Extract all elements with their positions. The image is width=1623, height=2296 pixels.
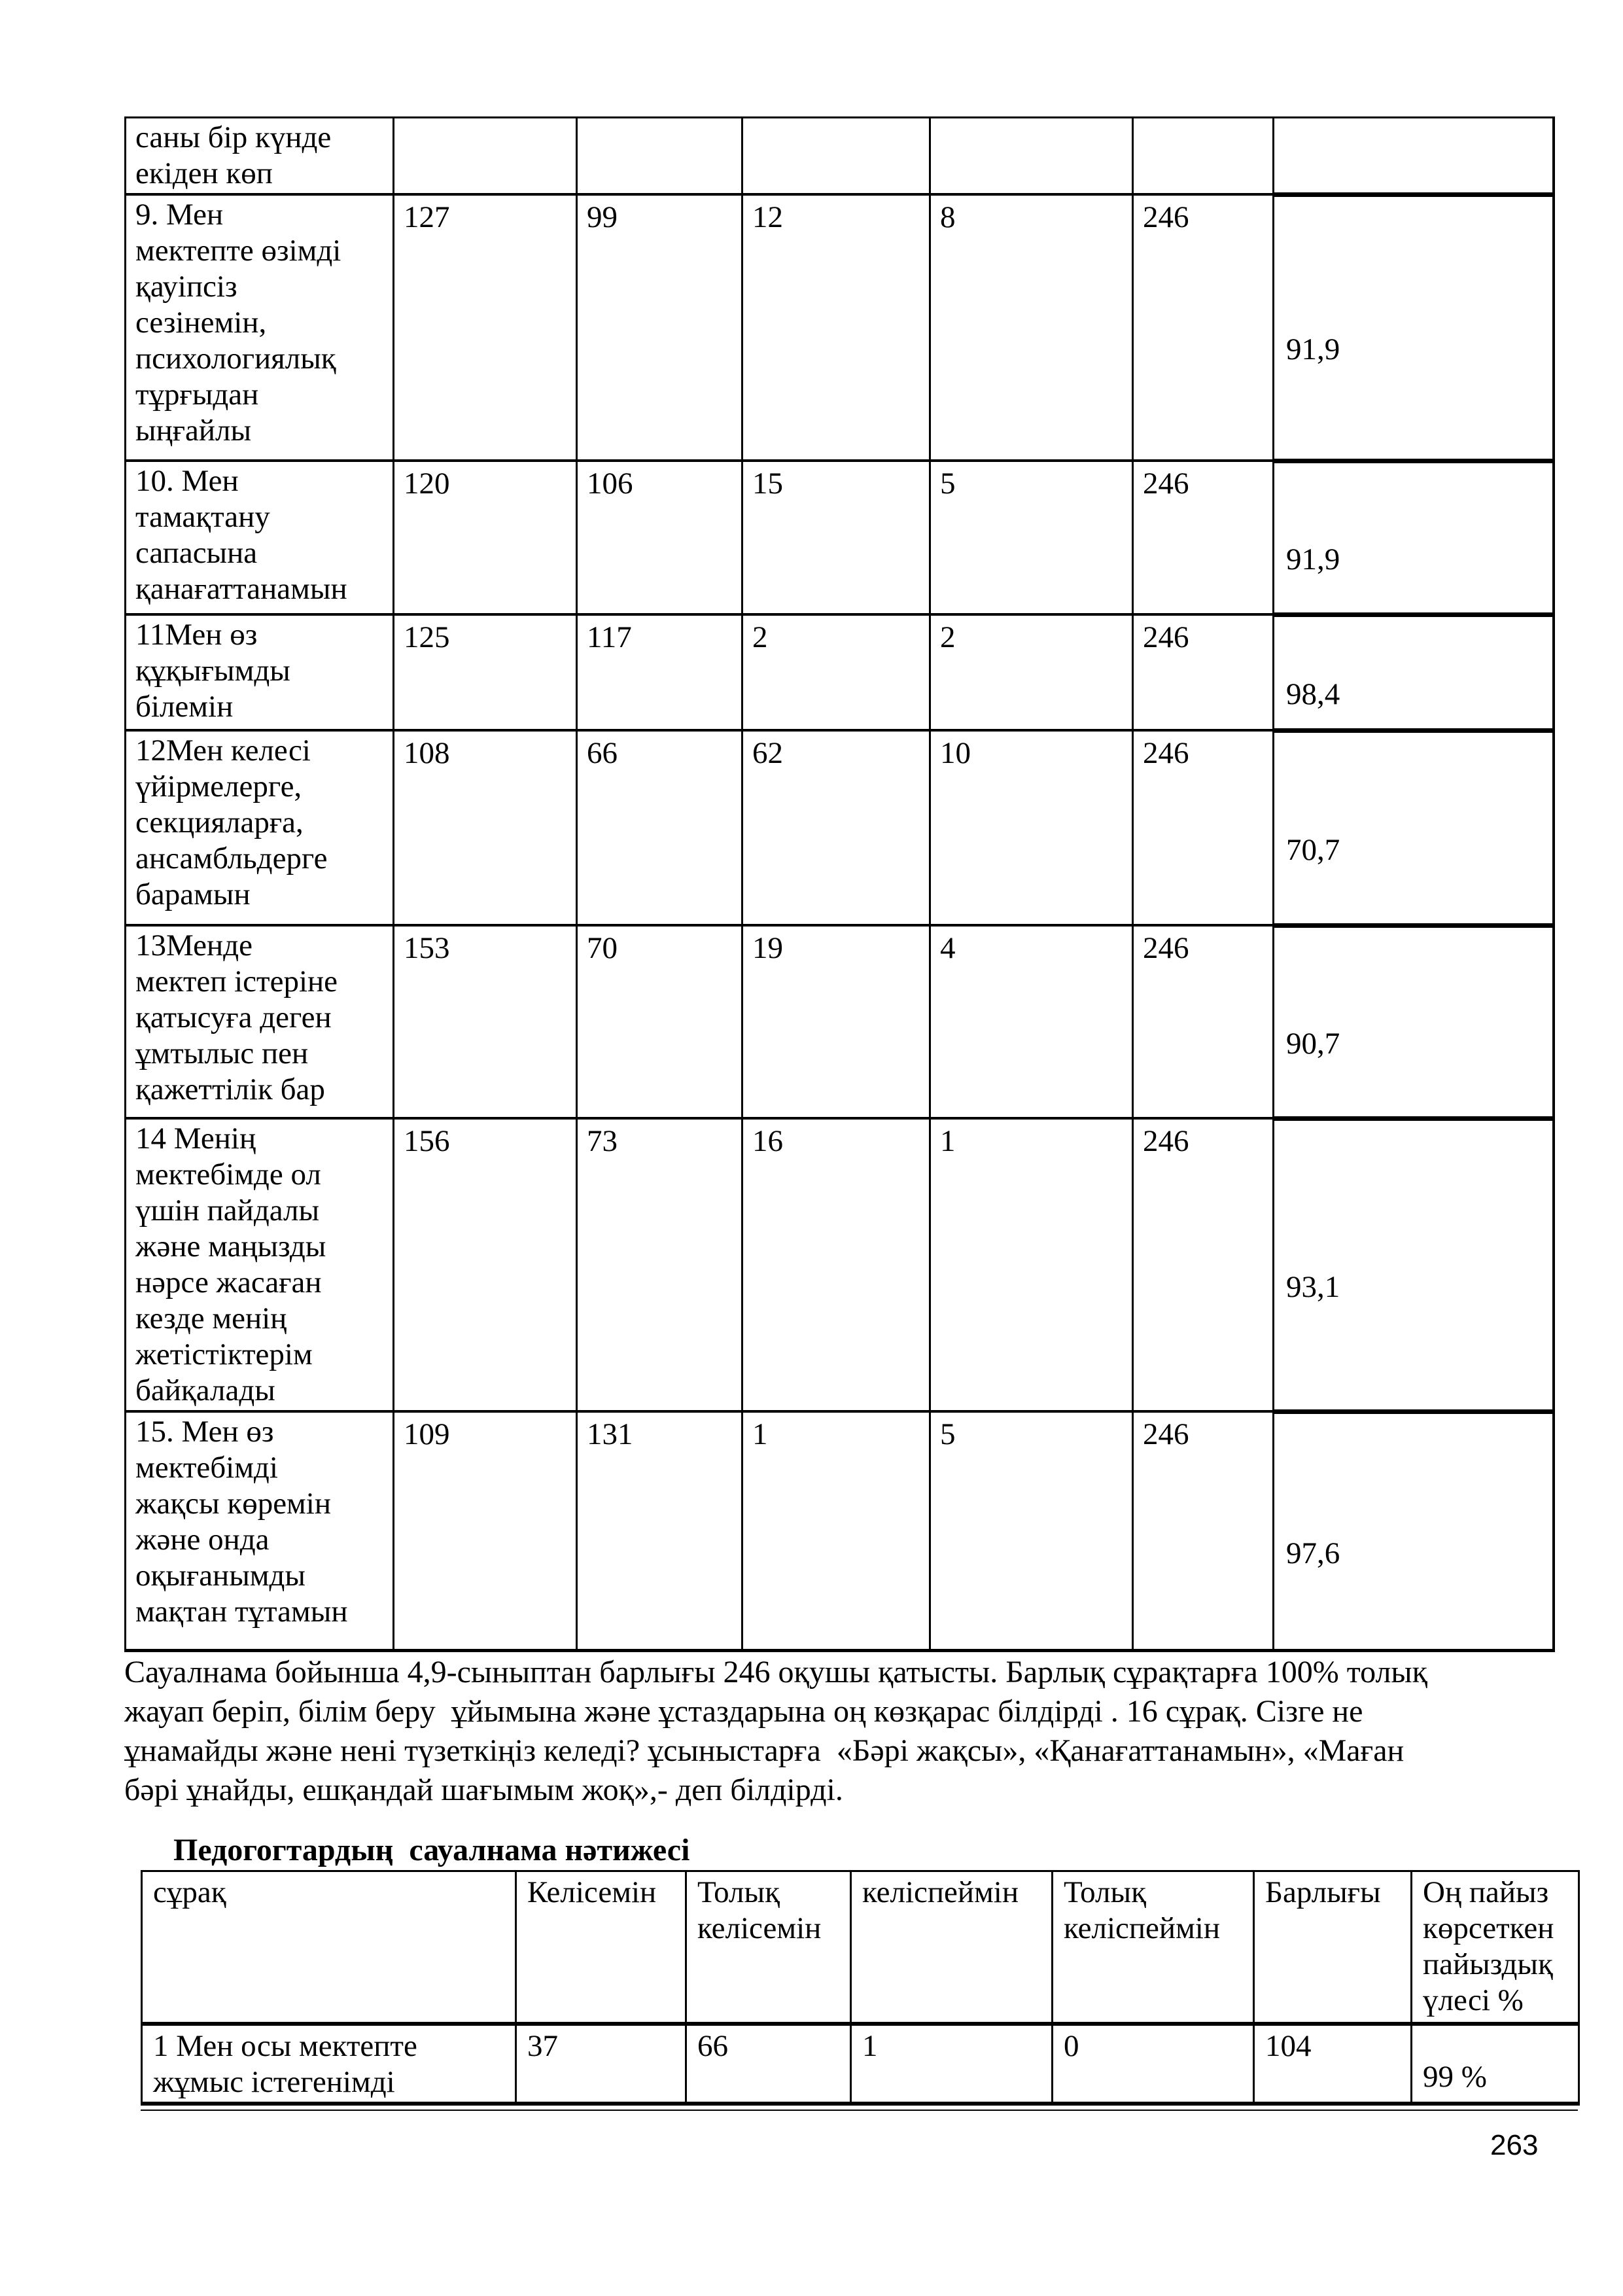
table-row: 1 Мен осы мектепте жұмыс істегенімді 37 66… <box>141 2022 1580 2106</box>
value-cell <box>576 116 743 196</box>
value-cell: 156 <box>393 1117 578 1413</box>
table-row: 9. Мен мектепте өзімді қауіпсіз сезінемі… <box>124 192 1555 462</box>
value-cell: 104 <box>1253 2022 1412 2106</box>
question-cell: 13Менде мектеп істеріне қатысуға деген ұ… <box>124 924 394 1120</box>
student-survey-table: саны бір күнде екіден көп 9. Мен мектепте… <box>124 116 1555 1652</box>
question-cell: саны бір күнде екіден көп <box>124 116 394 196</box>
value-cell <box>929 116 1134 196</box>
question-cell: 15. Мен өз мектебімді жақсы көремін және… <box>124 1410 394 1652</box>
value-cell: 8 <box>929 193 1134 462</box>
table-row: 13Менде мектеп істеріне қатысуға деген ұ… <box>124 923 1555 1120</box>
question-cell: 14 Менің мектебімде ол үшін пайдалы және… <box>124 1117 394 1413</box>
value-cell: 73 <box>576 1117 743 1413</box>
header-cell: сұрақ <box>141 1870 517 2026</box>
value-cell: 70 <box>576 924 743 1120</box>
teacher-table-header-row: сұрақ Келісемін Толық келісемін келіспеймін… <box>141 1870 1580 2026</box>
teacher-survey-heading: Педогогтардың сауалнама нәтижесі <box>173 1833 690 1867</box>
value-cell: 109 <box>393 1410 578 1652</box>
value-cell: 5 <box>929 1410 1134 1652</box>
value-cell: 131 <box>576 1410 743 1652</box>
value-cell: 246 <box>1132 459 1274 616</box>
value-cell: 108 <box>393 729 578 927</box>
paragraph-line: бәрі ұнайды, ешқандай шағымым жоқ»,- деп… <box>124 1773 843 1807</box>
page-number: 263 <box>1490 2129 1539 2161</box>
table-row: 10. Мен тамақтану сапасына қанағаттанамы… <box>124 458 1555 616</box>
paragraph-line: жауап беріп, білім беру ұйымына және ұст… <box>124 1694 1363 1729</box>
percent-cell: 97,6 <box>1272 1409 1555 1652</box>
value-cell: 1 <box>929 1117 1134 1413</box>
value-cell: 1 <box>850 2022 1053 2106</box>
question-cell: 1 Мен осы мектепте жұмыс істегенімді <box>141 2022 517 2106</box>
value-cell: 246 <box>1132 613 1274 732</box>
table-row: 12Мен келесі үйірмелерге, секцияларға, а… <box>124 728 1555 927</box>
paragraph-line: ұнамайды және нені түзеткіңіз келеді? ұс… <box>124 1733 1405 1768</box>
value-cell: 12 <box>741 193 931 462</box>
header-cell: Толық келіспеймін <box>1051 1870 1255 2026</box>
value-cell: 66 <box>685 2022 852 2106</box>
question-cell: 10. Мен тамақтану сапасына қанағаттанамы… <box>124 459 394 616</box>
value-cell: 153 <box>393 924 578 1120</box>
header-cell: Барлығы <box>1253 1870 1412 2026</box>
value-cell <box>741 116 931 196</box>
percent-cell: 91,9 <box>1272 192 1555 462</box>
value-cell: 246 <box>1132 924 1274 1120</box>
question-cell: 9. Мен мектепте өзімді қауіпсіз сезінемі… <box>124 193 394 462</box>
percent-cell: 98,4 <box>1272 612 1555 732</box>
value-cell: 120 <box>393 459 578 616</box>
value-cell: 16 <box>741 1117 931 1413</box>
value-cell: 246 <box>1132 193 1274 462</box>
value-cell: 66 <box>576 729 743 927</box>
question-cell: 12Мен келесі үйірмелерге, секцияларға, а… <box>124 729 394 927</box>
value-cell: 125 <box>393 613 578 732</box>
value-cell: 0 <box>1051 2022 1255 2106</box>
value-cell: 246 <box>1132 729 1274 927</box>
percent-cell: 90,7 <box>1272 923 1555 1120</box>
paragraph-line: Сауалнама бойынша 4,9-сыныптан барлығы 2… <box>124 1655 1427 1689</box>
header-cell: Келісемін <box>515 1870 687 2026</box>
percent-cell: 99 % <box>1410 2022 1580 2106</box>
percent-cell: 93,1 <box>1272 1116 1555 1413</box>
value-cell: 2 <box>929 613 1134 732</box>
percent-cell: 70,7 <box>1272 728 1555 927</box>
header-cell: келіспеймін <box>850 1870 1053 2026</box>
value-cell: 5 <box>929 459 1134 616</box>
table-bottom-rule <box>141 2110 1578 2111</box>
table-row: 15. Мен өз мектебімді жақсы көремін және… <box>124 1409 1555 1652</box>
value-cell: 15 <box>741 459 931 616</box>
teacher-survey-table: сұрақ Келісемін Толық келісемін келіспеймін… <box>141 1870 1580 2106</box>
table-row: 14 Менің мектебімде ол үшін пайдалы және… <box>124 1116 1555 1413</box>
percent-cell <box>1272 116 1555 196</box>
question-cell: 11Мен өз құқығымды білемін <box>124 613 394 732</box>
value-cell: 2 <box>741 613 931 732</box>
value-cell: 62 <box>741 729 931 927</box>
summary-paragraph: Сауалнама бойынша 4,9-сыныптан барлығы 2… <box>124 1653 1603 1810</box>
table-row: 11Мен өз құқығымды білемін 125 117 2 2 246 98,… <box>124 612 1555 732</box>
value-cell <box>1132 116 1274 196</box>
value-cell: 106 <box>576 459 743 616</box>
value-cell: 99 <box>576 193 743 462</box>
table-row: саны бір күнде екіден көп <box>124 116 1555 196</box>
value-cell: 37 <box>515 2022 687 2106</box>
value-cell: 19 <box>741 924 931 1120</box>
value-cell: 10 <box>929 729 1134 927</box>
value-cell <box>393 116 578 196</box>
header-cell: Толық келісемін <box>685 1870 852 2026</box>
value-cell: 127 <box>393 193 578 462</box>
value-cell: 117 <box>576 613 743 732</box>
value-cell: 246 <box>1132 1410 1274 1652</box>
percent-cell: 91,9 <box>1272 458 1555 616</box>
value-cell: 246 <box>1132 1117 1274 1413</box>
value-cell: 1 <box>741 1410 931 1652</box>
value-cell: 4 <box>929 924 1134 1120</box>
header-cell: Оң пайыз көрсеткен пайыздық үлесі % <box>1410 1870 1580 2026</box>
